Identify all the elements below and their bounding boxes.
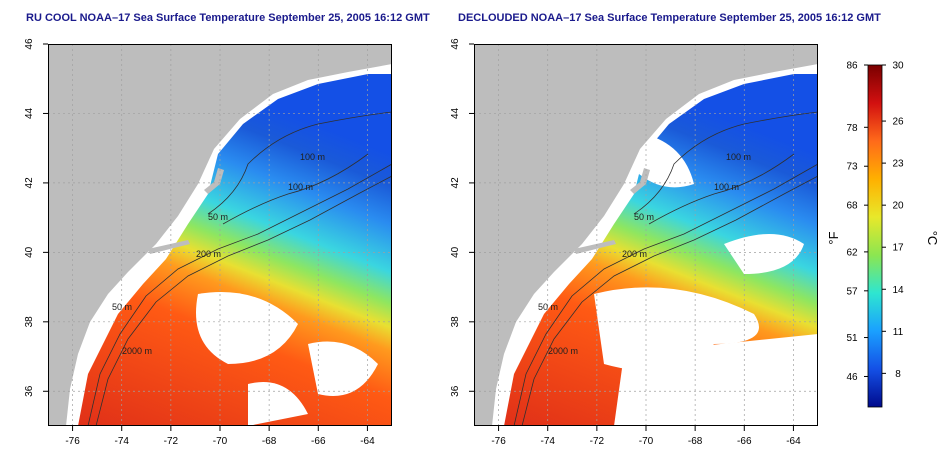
sst-map-panel-left: 100 m 100 m 50 m 200 m 50 m 2000 m bbox=[48, 44, 392, 426]
right-panel-title: DECLOUDED NOAA–17 Sea Surface Temperatur… bbox=[458, 12, 881, 24]
celsius-tick-label: 30 bbox=[892, 61, 904, 72]
map-frame bbox=[474, 44, 818, 426]
cape-cod bbox=[630, 168, 650, 194]
contour-label: 100 m bbox=[288, 182, 313, 192]
fahrenheit-tick-label: 73 bbox=[846, 162, 858, 173]
cloud-mask-0 bbox=[594, 287, 759, 371]
contour-label: 2000 m bbox=[548, 346, 578, 356]
y-tick-label: 36 bbox=[450, 385, 461, 397]
y-tick-label: 42 bbox=[24, 177, 35, 189]
contour-label: 50 m bbox=[208, 212, 228, 222]
x-tick-label: -74 bbox=[114, 436, 129, 447]
x-tick-label: -70 bbox=[639, 436, 654, 447]
bathymetry-contour-1 bbox=[95, 175, 392, 426]
contour-label: 2000 m bbox=[122, 346, 152, 356]
y-tick-label: 44 bbox=[24, 107, 35, 119]
sst-map-panel-right: 100 m 100 m 50 m 200 m 50 m 2000 m bbox=[474, 44, 818, 426]
x-tick-label: -72 bbox=[590, 436, 605, 447]
x-tick-label: -68 bbox=[688, 436, 703, 447]
x-tick-label: -64 bbox=[786, 436, 801, 447]
y-tick-label: 38 bbox=[24, 316, 35, 328]
cape-cod bbox=[204, 168, 224, 194]
cloud-mask-1 bbox=[308, 341, 378, 396]
land-mass bbox=[474, 44, 818, 426]
temperature-colorbar: 30 26 23 20 17 14 11 8 86 78 73 68 62 57 51 46 °F °C bbox=[826, 61, 940, 408]
contour-label: 100 m bbox=[714, 182, 739, 192]
x-tick-label: -66 bbox=[311, 436, 326, 447]
long-island bbox=[574, 240, 616, 254]
contour-label: 100 m bbox=[300, 152, 325, 162]
contour-label: 50 m bbox=[634, 212, 654, 222]
contour-label: 50 m bbox=[538, 302, 558, 312]
fahrenheit-unit-label: °F bbox=[826, 231, 841, 244]
cloud-mask-0 bbox=[196, 292, 298, 364]
cloud-mask-2 bbox=[248, 382, 308, 426]
bathymetry-contour-3 bbox=[648, 153, 795, 225]
contour-label: 200 m bbox=[622, 249, 647, 259]
fahrenheit-tick-label: 57 bbox=[846, 286, 858, 297]
bathymetry-contour-0 bbox=[513, 163, 818, 426]
cloud-mask-3 bbox=[639, 134, 694, 188]
contour-label: 100 m bbox=[726, 152, 751, 162]
celsius-tick-label: 26 bbox=[892, 117, 904, 128]
celsius-tick-label: 8 bbox=[895, 369, 901, 380]
y-tick-label: 46 bbox=[450, 38, 461, 50]
bathymetry-contour-2 bbox=[633, 111, 818, 215]
celsius-tick-label: 17 bbox=[892, 243, 904, 254]
x-tick-label: -76 bbox=[491, 436, 506, 447]
celsius-tick-label: 14 bbox=[892, 285, 904, 296]
bathymetry-contour-0 bbox=[87, 163, 392, 426]
bathymetry-contour-3 bbox=[222, 153, 369, 225]
x-tick-label: -66 bbox=[737, 436, 752, 447]
y-tick-label: 40 bbox=[450, 246, 461, 258]
y-tick-label: 36 bbox=[24, 385, 35, 397]
bathymetry-contour-1 bbox=[521, 175, 818, 426]
celsius-tick-label: 11 bbox=[893, 327, 904, 338]
contour-label: 200 m bbox=[196, 249, 221, 259]
land-mass bbox=[48, 44, 392, 426]
bathymetry-contour-2 bbox=[207, 111, 392, 215]
fahrenheit-tick-label: 62 bbox=[846, 247, 858, 258]
left-panel-title: RU COOL NOAA–17 Sea Surface Temperature … bbox=[26, 12, 430, 24]
contour-label: 50 m bbox=[112, 302, 132, 312]
fahrenheit-tick-label: 86 bbox=[846, 61, 858, 72]
long-island bbox=[148, 240, 190, 254]
x-tick-label: -76 bbox=[65, 436, 80, 447]
y-tick-label: 42 bbox=[450, 177, 461, 189]
sst-field bbox=[78, 74, 392, 426]
fahrenheit-tick-label: 78 bbox=[846, 123, 858, 134]
colorbar-gradient bbox=[867, 64, 883, 408]
x-tick-label: -70 bbox=[213, 436, 228, 447]
map-frame bbox=[48, 44, 392, 426]
fahrenheit-tick-label: 68 bbox=[846, 201, 858, 212]
fahrenheit-tick-label: 51 bbox=[846, 333, 858, 344]
x-tick-label: -74 bbox=[540, 436, 555, 447]
y-tick-label: 46 bbox=[24, 38, 35, 50]
y-tick-label: 40 bbox=[24, 246, 35, 258]
y-tick-label: 44 bbox=[450, 107, 461, 119]
x-tick-label: -68 bbox=[262, 436, 277, 447]
cloud-mask-1 bbox=[614, 334, 818, 426]
x-tick-label: -72 bbox=[164, 436, 179, 447]
celsius-unit-label: °C bbox=[925, 231, 940, 246]
fahrenheit-tick-label: 46 bbox=[846, 372, 858, 383]
celsius-tick-label: 20 bbox=[892, 201, 904, 212]
y-tick-label: 38 bbox=[450, 316, 461, 328]
celsius-tick-label: 23 bbox=[892, 159, 904, 170]
x-tick-label: -64 bbox=[360, 436, 375, 447]
